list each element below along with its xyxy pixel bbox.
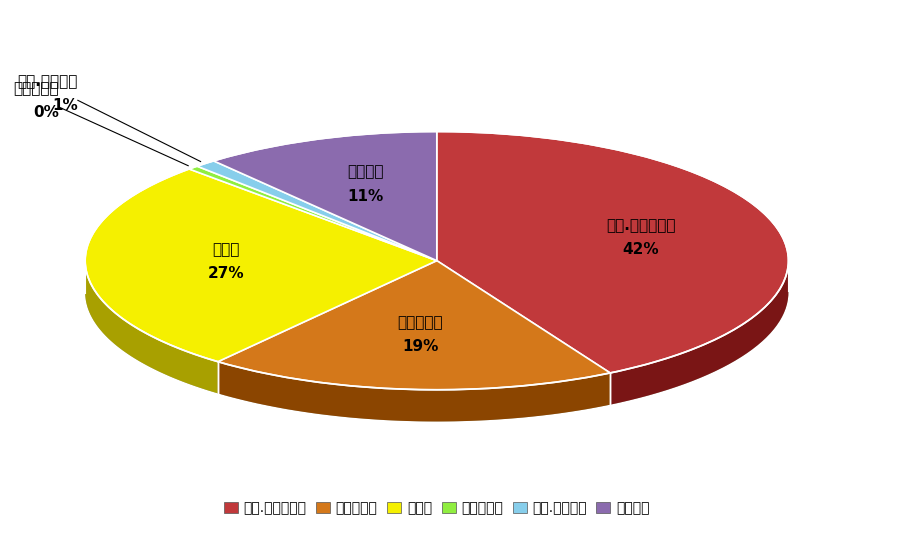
Polygon shape: [437, 132, 788, 373]
Text: 발효음료류: 발효음료류: [14, 81, 59, 96]
Text: 19%: 19%: [402, 339, 439, 354]
Polygon shape: [189, 166, 437, 261]
Text: 인삼.홍삼음료: 인삼.홍삼음료: [17, 74, 78, 89]
Text: 27%: 27%: [207, 266, 245, 281]
Polygon shape: [217, 261, 611, 390]
Polygon shape: [611, 260, 788, 405]
Text: 기타음료: 기타음료: [348, 165, 384, 180]
Polygon shape: [86, 169, 437, 362]
Text: 두유류: 두유류: [212, 242, 240, 257]
Text: 0%: 0%: [33, 105, 59, 120]
Polygon shape: [217, 362, 611, 422]
Legend: 과일.채소류음료, 탄산음료류, 두유류, 발효음료류, 인삼.홍삼음료, 기타음료: 과일.채소류음료, 탄산음료류, 두유류, 발효음료류, 인삼.홍삼음료, 기타…: [218, 496, 655, 521]
Text: 탄산음료류: 탄산음료류: [398, 314, 443, 330]
Text: 42%: 42%: [622, 242, 659, 257]
Ellipse shape: [86, 163, 788, 422]
Polygon shape: [197, 161, 437, 261]
Text: 11%: 11%: [348, 189, 384, 204]
Text: 1%: 1%: [52, 98, 78, 113]
Text: 과일.채소류음료: 과일.채소류음료: [606, 217, 675, 233]
Polygon shape: [214, 132, 437, 261]
Polygon shape: [86, 261, 217, 393]
